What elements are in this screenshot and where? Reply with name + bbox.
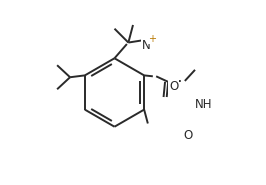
Text: N: N (142, 39, 150, 52)
Text: +: + (148, 34, 156, 44)
Text: NH: NH (194, 98, 212, 111)
Text: O: O (169, 80, 178, 93)
Text: O: O (184, 129, 193, 142)
